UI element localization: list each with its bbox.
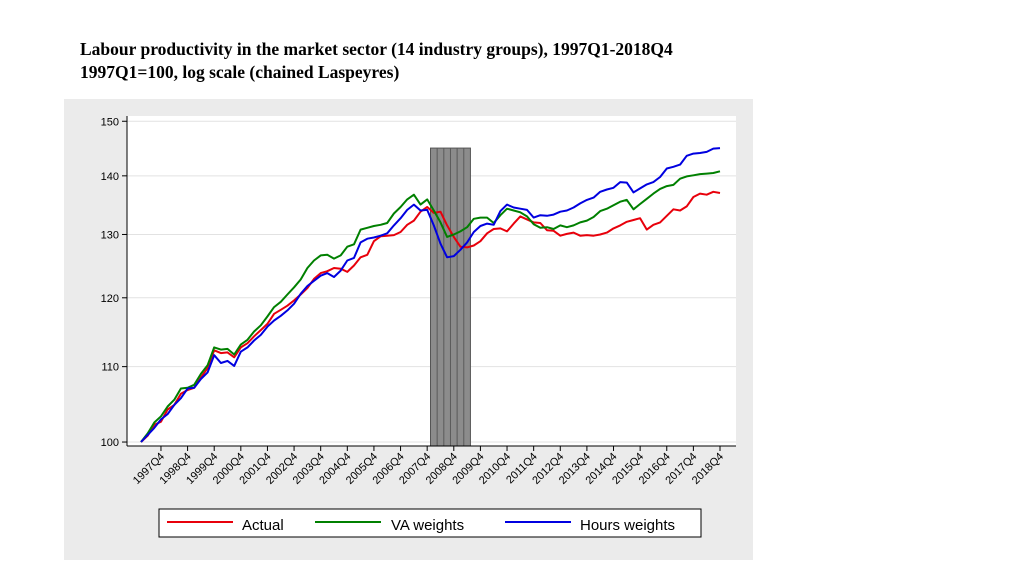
y-tick-label: 150 — [101, 116, 119, 128]
chart-title: Labour productivity in the market sector… — [80, 39, 673, 59]
series-layer — [140, 147, 721, 443]
y-tick-label: 120 — [101, 293, 119, 305]
chart-title-block: Labour productivity in the market sector… — [80, 38, 673, 84]
legend-box — [158, 508, 702, 538]
legend: Actual VA weights Hours weights — [158, 508, 702, 538]
series-line-actual — [140, 190, 721, 443]
legend-label-actual: Actual — [242, 517, 284, 534]
y-tick-label: 140 — [101, 171, 119, 183]
y-axis: 100 110 120 130 140 150 — [101, 116, 128, 449]
recession-layer — [430, 147, 471, 447]
series-line-va-weights — [140, 170, 721, 443]
legend-label-va: VA weights — [391, 517, 464, 534]
series-line-hours-weights — [140, 147, 721, 443]
legend-label-hours: Hours weights — [580, 517, 675, 534]
x-axis: 1997Q41998Q41999Q42000Q42001Q42002Q42003… — [127, 445, 736, 487]
y-tick-label: 100 — [101, 437, 119, 449]
y-tick-label: 130 — [101, 229, 119, 241]
chart-subtitle: 1997Q1=100, log scale (chained Laspeyres… — [80, 62, 400, 82]
y-tick-label: 110 — [101, 362, 119, 374]
